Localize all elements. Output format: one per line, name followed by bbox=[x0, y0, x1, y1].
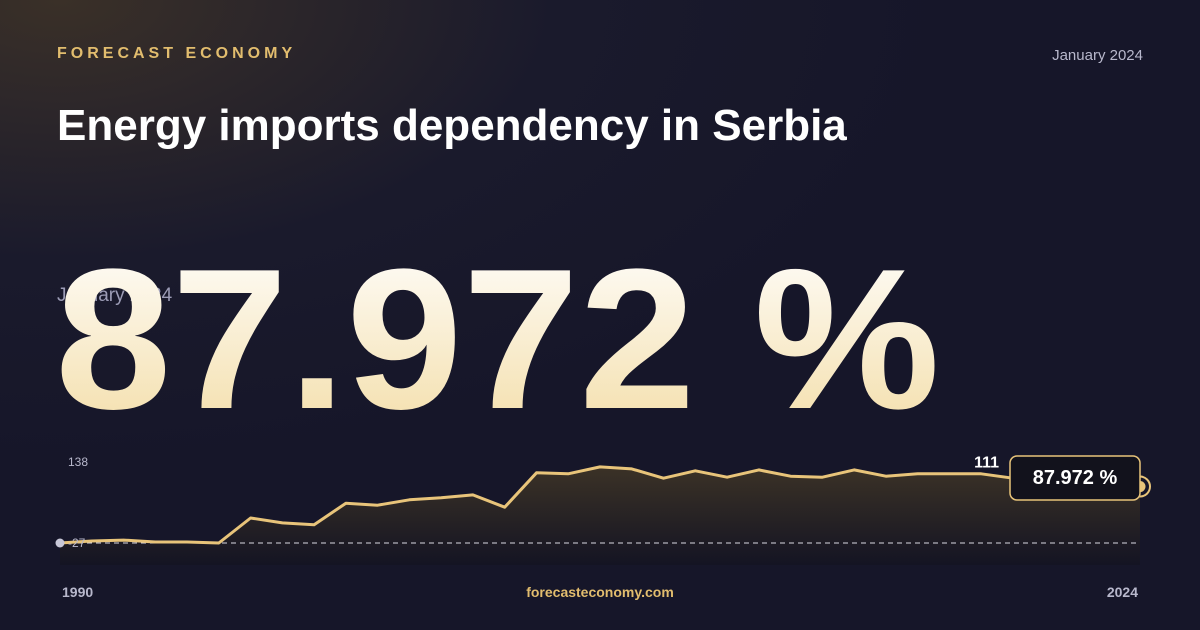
annotation: 111 bbox=[974, 454, 999, 471]
y-tick-label: 138 bbox=[68, 455, 88, 469]
start-point bbox=[55, 538, 65, 548]
headline-value: 87.972 % bbox=[55, 228, 940, 451]
brand: FORECAST ECONOMY bbox=[57, 45, 296, 62]
badge-value: 87.972 % bbox=[1033, 467, 1118, 489]
title: Energy imports dependency in Serbia bbox=[57, 101, 847, 150]
y-tick-label: -27 bbox=[68, 536, 86, 550]
line bbox=[59, 465, 1141, 545]
date: January 2024 bbox=[1052, 47, 1143, 64]
footer: forecasteconomy.com bbox=[526, 584, 674, 600]
area bbox=[60, 466, 1140, 565]
x-tick-label: 2024 bbox=[1107, 584, 1138, 600]
plot: 111 87.972 % -27 138 1990 2024 bbox=[55, 454, 1151, 600]
big-date: January 2024 bbox=[57, 285, 173, 306]
x-tick-label: 1990 bbox=[62, 584, 93, 600]
value-badge bbox=[1009, 455, 1141, 501]
